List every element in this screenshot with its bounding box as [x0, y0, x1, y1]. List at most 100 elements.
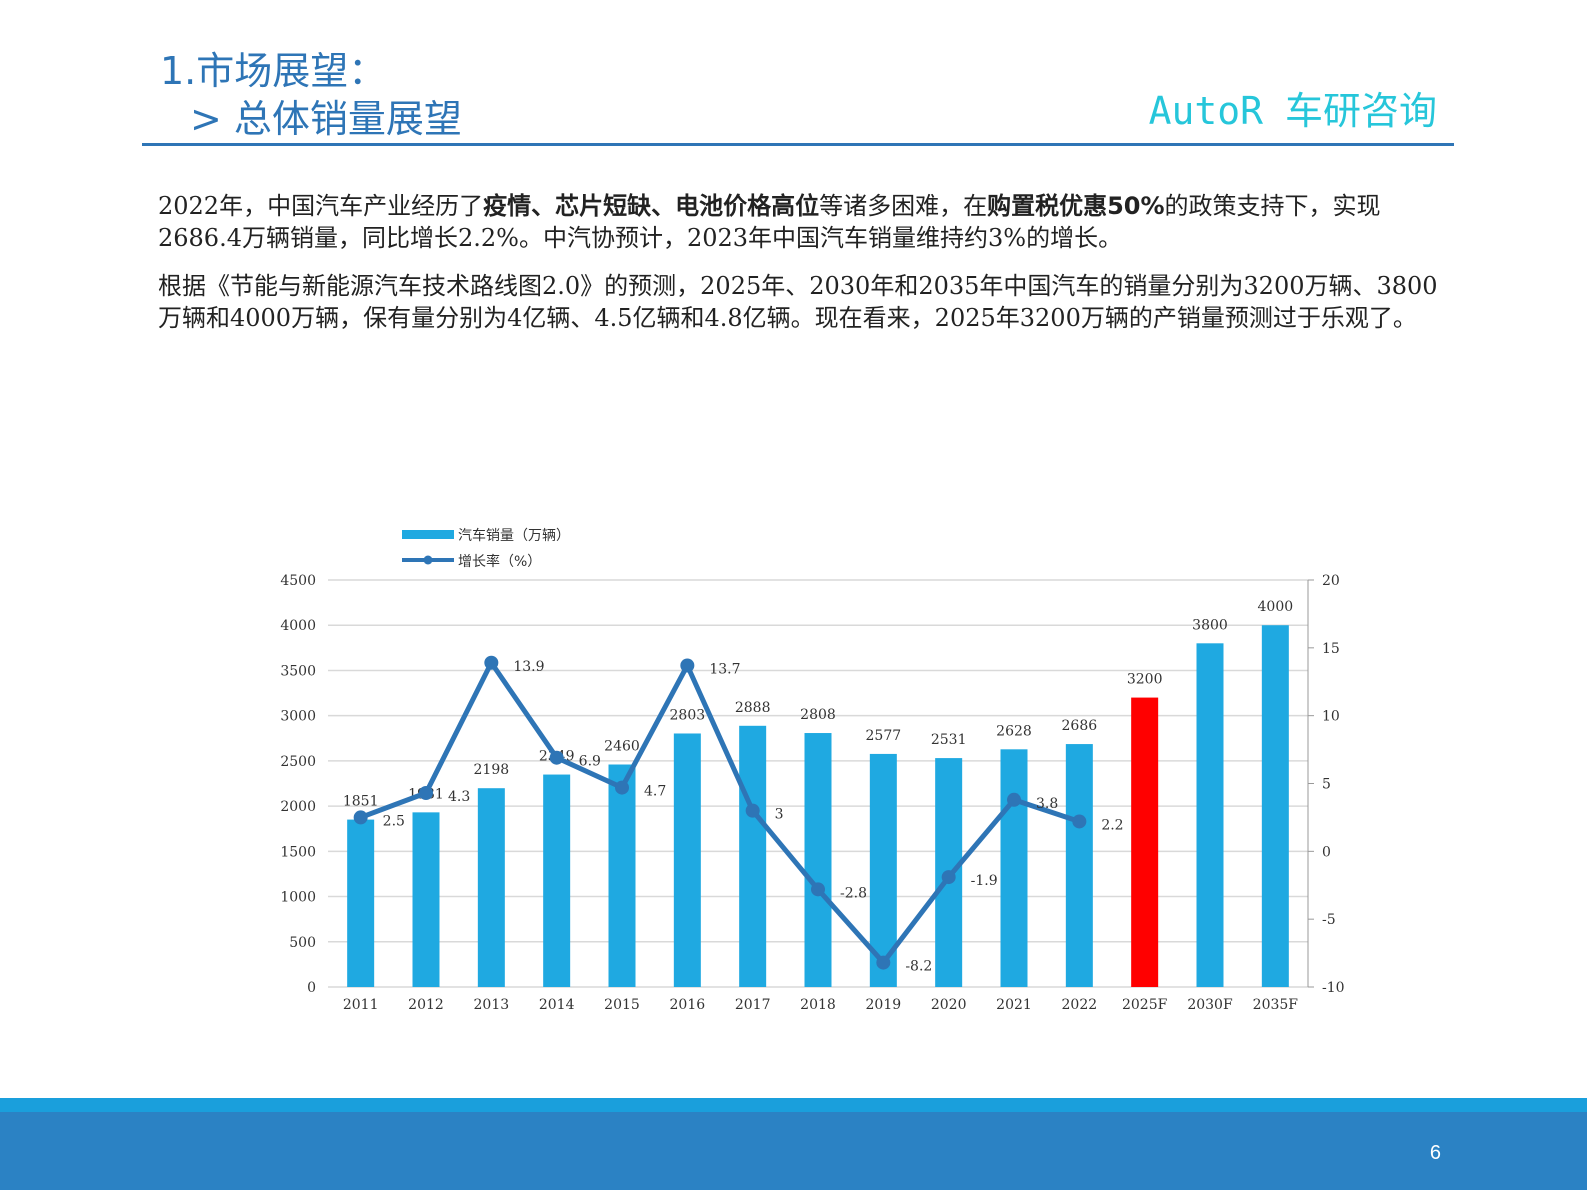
growth-point	[745, 803, 760, 818]
growth-point	[1007, 792, 1021, 807]
bar	[1261, 625, 1289, 987]
right-tick-label: -5	[1322, 912, 1336, 928]
legend-line-marker	[423, 555, 433, 565]
bar-value-label: 2198	[474, 762, 510, 778]
right-tick-label: 0	[1322, 844, 1331, 860]
page-number: 6	[1429, 1142, 1441, 1164]
p1-text-e: 的政策支持下，实现2686.4万辆销量，同比增长2.2%。中汽协预计，2023年…	[158, 192, 1381, 252]
growth-value-label: -1.9	[971, 873, 998, 889]
left-tick-label: 500	[289, 935, 316, 951]
bar-value-label: 1851	[343, 794, 379, 810]
brand-logo: AutoR 车研咨询	[1149, 80, 1437, 135]
growth-value-label: 2.2	[1101, 817, 1123, 833]
bar	[804, 733, 832, 987]
bar	[543, 774, 571, 987]
x-tick-label: 2018	[800, 997, 836, 1013]
growth-point	[941, 870, 956, 885]
growth-value-label: 2.5	[383, 813, 405, 829]
left-tick-label: 4000	[280, 618, 316, 634]
growth-point	[876, 955, 891, 970]
x-tick-label: 2013	[474, 997, 510, 1013]
growth-line	[359, 660, 1081, 966]
right-tick-label: 15	[1322, 641, 1340, 657]
paragraph-2: 根据《节能与新能源汽车技术路线图2.0》的预测，2025年、2030年和2035…	[158, 272, 1438, 332]
bar	[1000, 749, 1028, 987]
growth-value-label: 3	[775, 807, 784, 823]
growth-value-label: 3.8	[1036, 796, 1058, 812]
right-tick-label: 5	[1322, 777, 1331, 793]
left-tick-label: 4500	[280, 573, 316, 589]
left-tick-label: 2000	[280, 799, 316, 815]
growth-point	[615, 780, 629, 795]
growth-value-label: -2.8	[840, 885, 867, 901]
slide-title-line2: > 总体销量展望	[190, 97, 462, 141]
bar-value-label: 2808	[800, 707, 836, 723]
right-tick-label: 10	[1322, 709, 1340, 725]
bar-value-label: 2686	[1062, 718, 1098, 734]
growth-value-label: 13.7	[709, 661, 740, 677]
x-tick-label: 2025F	[1122, 997, 1168, 1013]
growth-point	[419, 785, 433, 800]
left-tick-label: 3500	[280, 663, 316, 679]
bar-value-label: 3200	[1127, 672, 1163, 688]
x-tick-label: 2015	[604, 997, 640, 1013]
bar-value-label: 2577	[866, 728, 902, 744]
brand-name: AutoR	[1148, 89, 1263, 133]
header-rule	[142, 143, 1454, 146]
bar	[739, 725, 767, 987]
growth-value-label: 4.7	[644, 784, 666, 800]
sales-chart: 0 500 1000 1500 2000 2500 3000 3500 4000 4500 -10 -…	[280, 527, 1345, 1013]
growth-point	[353, 810, 368, 825]
p1-bold-tax: 购置税优惠50%	[987, 192, 1165, 220]
bar	[608, 764, 636, 987]
legend-line-label: 增长率（%）	[458, 553, 541, 570]
right-tick-label: 20	[1322, 573, 1340, 589]
p1-bold-difficulties: 疫情、芯片短缺、电池价格高位	[483, 192, 820, 220]
bar-value-label: 2460	[604, 739, 640, 755]
x-tick-label: 2016	[670, 997, 706, 1013]
bar-value-label: 2888	[735, 700, 771, 716]
x-tick-label: 2019	[866, 997, 902, 1013]
bar-value-label: 2628	[996, 723, 1032, 739]
right-tick-label: -10	[1322, 980, 1345, 996]
x-tick-label: 2011	[343, 997, 379, 1013]
growth-value-label: 4.3	[448, 789, 470, 805]
legend-bar-label: 汽车销量（万辆）	[458, 527, 570, 544]
growth-point	[680, 658, 695, 673]
bar	[1065, 744, 1093, 987]
bar	[1131, 697, 1159, 987]
left-tick-label: 3000	[280, 709, 316, 725]
growth-point	[549, 750, 564, 765]
bar-value-label: 4000	[1258, 599, 1294, 615]
left-tick-label: 1000	[280, 890, 316, 906]
bar-value-label: 2803	[670, 707, 706, 723]
footer-bar	[0, 1112, 1587, 1190]
bar	[673, 733, 701, 987]
legend-bar-swatch	[402, 530, 454, 539]
brand-cn: 车研咨询	[1284, 89, 1437, 133]
bar	[347, 819, 375, 987]
left-tick-label: 2500	[280, 754, 316, 770]
x-tick-label: 2030F	[1187, 997, 1233, 1013]
bar	[477, 788, 505, 987]
footer-accent-bar	[0, 1098, 1587, 1112]
growth-value-label: -8.2	[905, 959, 932, 975]
bar-value-label: 2531	[931, 732, 967, 748]
growth-point	[484, 655, 499, 670]
bar	[1196, 643, 1224, 987]
bar	[412, 812, 440, 987]
growth-value-label: 13.9	[513, 659, 544, 675]
paragraph-1: 2022年，中国汽车产业经历了疫情、芯片短缺、电池价格高位等诸多困难，在购置税优…	[158, 190, 1448, 254]
x-tick-label: 2021	[996, 997, 1032, 1013]
growth-point	[1072, 814, 1087, 829]
x-tick-label: 2014	[539, 997, 575, 1013]
slide-title-line1: 1.市场展望：	[160, 49, 387, 93]
x-tick-label: 2017	[735, 997, 771, 1013]
x-tick-label: 2020	[931, 997, 967, 1013]
x-tick-label: 2035F	[1253, 997, 1299, 1013]
left-tick-label: 0	[307, 980, 316, 996]
p1-text-c: 等诸多困难，在	[819, 192, 988, 220]
x-tick-label: 2012	[408, 997, 444, 1013]
growth-point	[811, 882, 825, 897]
x-tick-label: 2022	[1062, 997, 1098, 1013]
